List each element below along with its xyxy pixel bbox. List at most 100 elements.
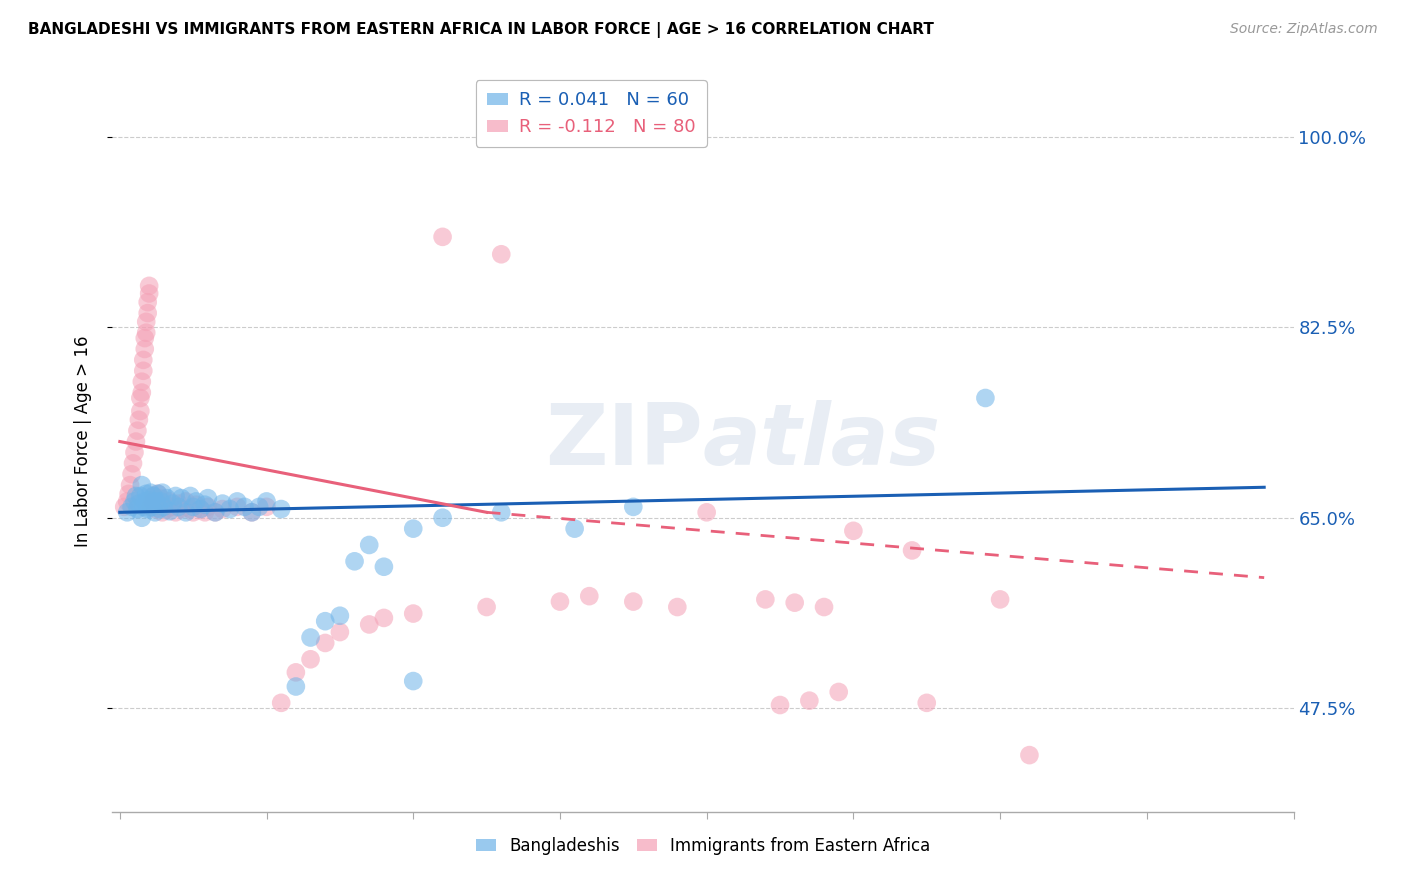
Point (138, 286, 160, 301)
Point (138, 278, 160, 293)
Point (150, 505, 173, 519)
Point (153, 500, 176, 514)
Point (138, 493, 160, 508)
Point (139, 485, 162, 500)
Point (247, 500, 270, 514)
Point (284, 665, 307, 680)
Point (329, 608, 352, 623)
Point (240, 505, 263, 519)
Point (128, 413, 150, 427)
Point (204, 505, 226, 519)
Point (226, 500, 249, 514)
Point (139, 500, 162, 514)
Text: BANGLADESHI VS IMMIGRANTS FROM EASTERN AFRICA IN LABOR FORCE | AGE > 16 CORRELAT: BANGLADESHI VS IMMIGRANTS FROM EASTERN A… (28, 22, 934, 38)
Point (148, 502, 170, 516)
Point (162, 497, 184, 511)
Point (181, 500, 204, 514)
Point (162, 500, 184, 514)
Point (190, 502, 212, 516)
Point (128, 497, 150, 511)
Point (184, 494, 207, 508)
Point (578, 589, 600, 603)
Point (842, 524, 865, 538)
Point (491, 505, 513, 519)
Point (136, 502, 159, 516)
Point (197, 500, 219, 514)
Point (240, 505, 263, 519)
Point (156, 491, 179, 505)
Point (135, 326, 157, 340)
Point (226, 494, 249, 508)
Point (988, 592, 1011, 607)
Point (432, 230, 454, 244)
Point (299, 631, 322, 645)
Point (131, 375, 153, 389)
Point (145, 494, 167, 508)
Point (153, 497, 176, 511)
Point (475, 600, 498, 615)
Point (121, 500, 143, 514)
Point (143, 505, 166, 519)
Point (149, 491, 172, 505)
Point (190, 502, 212, 516)
Point (165, 489, 187, 503)
Point (197, 491, 219, 505)
Point (135, 315, 157, 329)
Point (127, 502, 149, 516)
Point (284, 680, 307, 694)
Text: Source: ZipAtlas.com: Source: ZipAtlas.com (1230, 22, 1378, 37)
Point (134, 342, 156, 356)
Point (134, 494, 156, 508)
Point (146, 487, 169, 501)
Point (136, 306, 159, 320)
Point (124, 494, 146, 508)
Point (159, 494, 181, 508)
Point (211, 497, 233, 511)
Point (901, 543, 924, 558)
Point (799, 694, 821, 708)
Point (141, 500, 163, 514)
Point (143, 502, 166, 516)
Point (179, 489, 201, 503)
Point (813, 600, 835, 615)
Point (233, 500, 256, 514)
Point (211, 502, 233, 516)
Point (159, 504, 181, 518)
Point (132, 352, 155, 367)
Point (156, 502, 179, 516)
Y-axis label: In Labor Force | Age > 16: In Labor Force | Age > 16 (73, 335, 91, 548)
Point (149, 494, 172, 508)
Point (373, 559, 395, 574)
Point (125, 489, 148, 503)
Point (181, 505, 204, 519)
Point (343, 554, 366, 568)
Point (115, 494, 138, 508)
Point (329, 625, 352, 640)
Point (373, 611, 395, 625)
Point (131, 510, 153, 524)
Point (402, 522, 425, 536)
Point (129, 489, 152, 503)
Legend: R = 0.041   N = 60, R = -0.112   N = 80: R = 0.041 N = 60, R = -0.112 N = 80 (475, 80, 707, 147)
Point (256, 500, 278, 514)
Point (299, 652, 322, 666)
Point (783, 596, 806, 610)
Point (402, 607, 425, 621)
Point (179, 502, 201, 516)
Point (769, 698, 792, 712)
Point (165, 505, 187, 519)
Point (122, 456, 145, 470)
Point (120, 478, 142, 492)
Point (134, 331, 156, 345)
Point (167, 500, 190, 514)
Point (167, 497, 190, 511)
Point (548, 594, 571, 608)
Point (194, 505, 217, 519)
Point (402, 674, 425, 689)
Point (174, 494, 197, 508)
Point (696, 505, 718, 519)
Point (135, 487, 157, 501)
Point (564, 522, 586, 536)
Point (204, 505, 226, 519)
Point (136, 295, 159, 310)
